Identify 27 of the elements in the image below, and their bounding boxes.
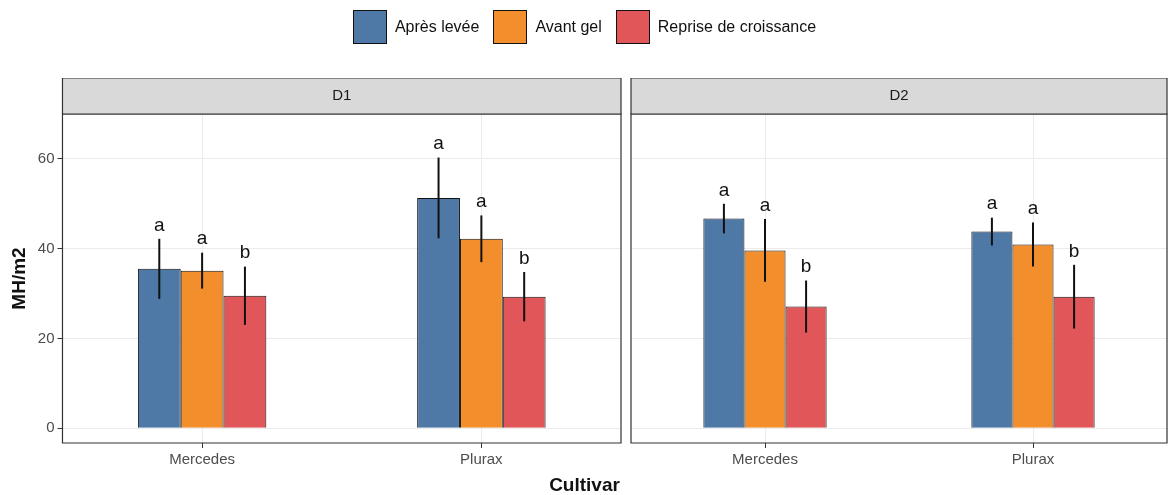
chart-title: D1 — [332, 86, 352, 104]
chart-title: D2 — [889, 86, 909, 104]
legend-label: Après levée — [394, 18, 480, 36]
x-tick-label: Mercedes — [169, 450, 236, 468]
y-tick-label: 40 — [37, 238, 55, 256]
x-tick-label: Plurax — [460, 450, 504, 468]
y-tick-label: 60 — [37, 149, 55, 167]
x-tick-label: Plurax — [1011, 450, 1055, 468]
y-axis-title: MH/m2 — [7, 247, 29, 310]
annotation: b — [1068, 239, 1080, 261]
x-tick-label: Mercedes — [732, 450, 798, 468]
annotation: a — [986, 192, 998, 214]
y-tick-label: 20 — [37, 328, 55, 346]
annotation: a — [476, 190, 488, 212]
legend-label: Avant gel — [535, 18, 602, 36]
legend-label: Reprise de croissance — [657, 18, 817, 36]
annotation: a — [196, 227, 208, 249]
annotation: b — [800, 255, 812, 277]
annotation: a — [718, 178, 730, 200]
annotation: a — [154, 213, 165, 235]
x-axis-title: Cultivar — [548, 474, 621, 495]
annotation: b — [239, 241, 251, 263]
annotation: a — [1027, 197, 1039, 219]
annotation: a — [759, 193, 771, 215]
y-tick-label: 0 — [46, 418, 55, 436]
annotation: b — [518, 246, 530, 268]
annotation: a — [433, 132, 445, 154]
